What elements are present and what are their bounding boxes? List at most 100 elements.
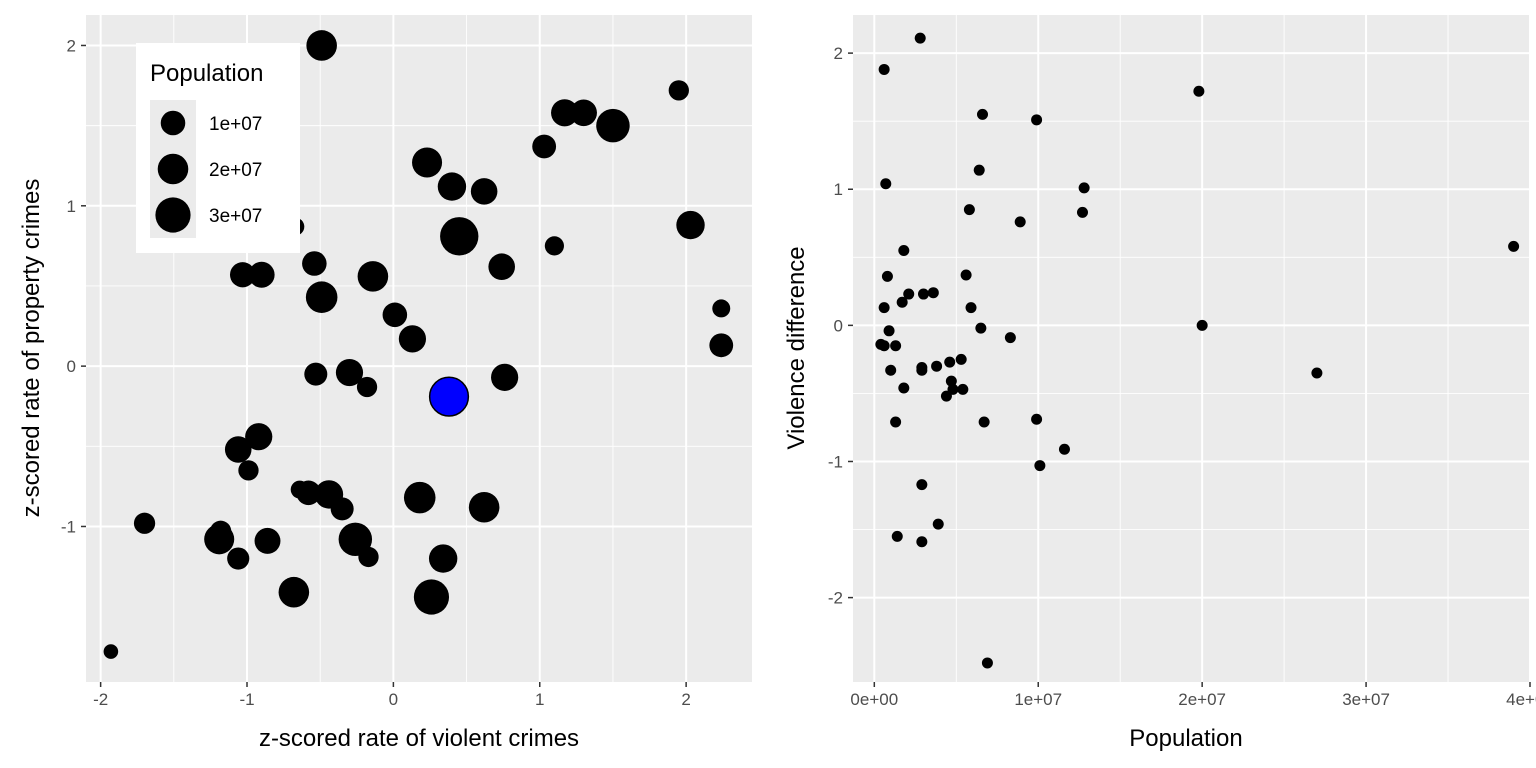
data-point [947, 383, 959, 395]
data-point [358, 546, 379, 568]
data-point [885, 364, 897, 376]
data-point [254, 527, 281, 554]
right-gridlines [853, 15, 1531, 682]
data-point [878, 302, 890, 314]
data-point [896, 296, 908, 308]
data-point [890, 340, 902, 352]
data-point [428, 544, 458, 573]
data-point [330, 497, 354, 521]
data-point [468, 491, 500, 523]
data-point [945, 375, 957, 387]
right-plot-panel [853, 15, 1530, 682]
data-point [304, 362, 328, 386]
y-tick-label: -1 [828, 452, 843, 471]
data-point [245, 423, 273, 451]
data-point [898, 382, 910, 394]
data-point [903, 288, 915, 300]
data-point [916, 479, 928, 491]
legend-key-1e07 [160, 110, 186, 136]
x-tick-label: 0e+00 [850, 690, 898, 709]
left-axis-ticks: -2 -1 0 1 2 -1 0 1 2 [61, 36, 691, 709]
left-gridlines [86, 15, 752, 682]
data-point [898, 244, 910, 256]
data-point [596, 108, 630, 143]
left-data-points [103, 30, 734, 659]
data-point [437, 172, 467, 201]
y-tick-label: -1 [61, 517, 76, 536]
data-point [955, 353, 967, 365]
data-point [976, 108, 988, 120]
left-x-axis-title: z-scored rate of violent crimes [259, 725, 579, 752]
data-point [1034, 460, 1046, 472]
legend: Population 1e+07 2e+07 3e+07 [136, 43, 300, 253]
data-point [238, 460, 259, 481]
data-point [880, 178, 892, 190]
data-point [975, 322, 987, 334]
legend-label-2e07: 2e+07 [209, 160, 262, 181]
data-point [1508, 240, 1520, 252]
legend-key-3e07 [155, 197, 191, 233]
data-point [1076, 206, 1088, 218]
x-tick-label: -2 [93, 690, 108, 709]
data-point [278, 576, 310, 608]
data-point [302, 251, 327, 276]
data-point [305, 281, 338, 313]
right-x-axis-title: Population [1129, 725, 1242, 752]
right-y-axis-title: Violence difference [783, 246, 810, 449]
highlighted-data-point [428, 376, 470, 417]
data-point [883, 325, 895, 337]
data-point [978, 416, 990, 428]
data-point [570, 99, 597, 127]
data-point [1193, 85, 1205, 97]
data-point [709, 333, 734, 358]
y-tick-label: 2 [834, 44, 843, 63]
x-tick-label: 4e+07 [1506, 690, 1536, 709]
data-point [981, 657, 993, 669]
data-point [403, 481, 436, 514]
legend-label-3e07: 3e+07 [209, 206, 262, 227]
data-point [335, 358, 364, 387]
data-point [248, 261, 275, 288]
x-tick-label: 2 [681, 690, 690, 709]
legend-key-2e07 [157, 153, 189, 185]
data-point [1031, 413, 1043, 425]
data-point [227, 547, 250, 570]
data-point [891, 530, 903, 542]
right-data-points [875, 32, 1520, 669]
data-point [957, 383, 969, 395]
left-scatter-plot: -2 -1 0 1 2 -1 0 1 2 Population 1e+07 2e+07 3e+0… [18, 15, 752, 752]
data-point [306, 30, 337, 61]
data-point [881, 270, 893, 282]
data-point [940, 390, 952, 402]
data-point [532, 134, 557, 159]
data-point [890, 416, 902, 428]
x-tick-label: 2e+07 [1178, 690, 1226, 709]
data-point [878, 63, 890, 75]
data-point [544, 236, 564, 256]
data-point [296, 480, 321, 506]
data-point [1014, 216, 1026, 228]
right-axis-ticks: 0e+00 1e+07 2e+07 3e+07 4e+07 -2 -1 0 1 2 [828, 44, 1536, 709]
data-point [133, 512, 156, 534]
data-point [914, 32, 926, 44]
data-point [931, 360, 943, 372]
legend-label-1e07: 1e+07 [209, 114, 262, 135]
data-point [491, 363, 519, 391]
data-point [338, 522, 373, 557]
data-point [470, 178, 498, 205]
data-point [440, 217, 479, 256]
data-point [1078, 182, 1090, 194]
data-point [712, 299, 731, 318]
data-point [676, 210, 705, 240]
data-point [1311, 367, 1323, 379]
data-point [944, 356, 956, 368]
x-tick-label: 0 [389, 690, 398, 709]
data-point [382, 302, 408, 328]
data-point [668, 80, 689, 101]
data-point [878, 340, 890, 352]
data-point [965, 302, 977, 314]
x-tick-label: 3e+07 [1342, 690, 1390, 709]
right-scatter-plot: 0e+00 1e+07 2e+07 3e+07 4e+07 -2 -1 0 1 2 Populat… [783, 15, 1536, 752]
y-tick-label: 1 [67, 197, 76, 216]
